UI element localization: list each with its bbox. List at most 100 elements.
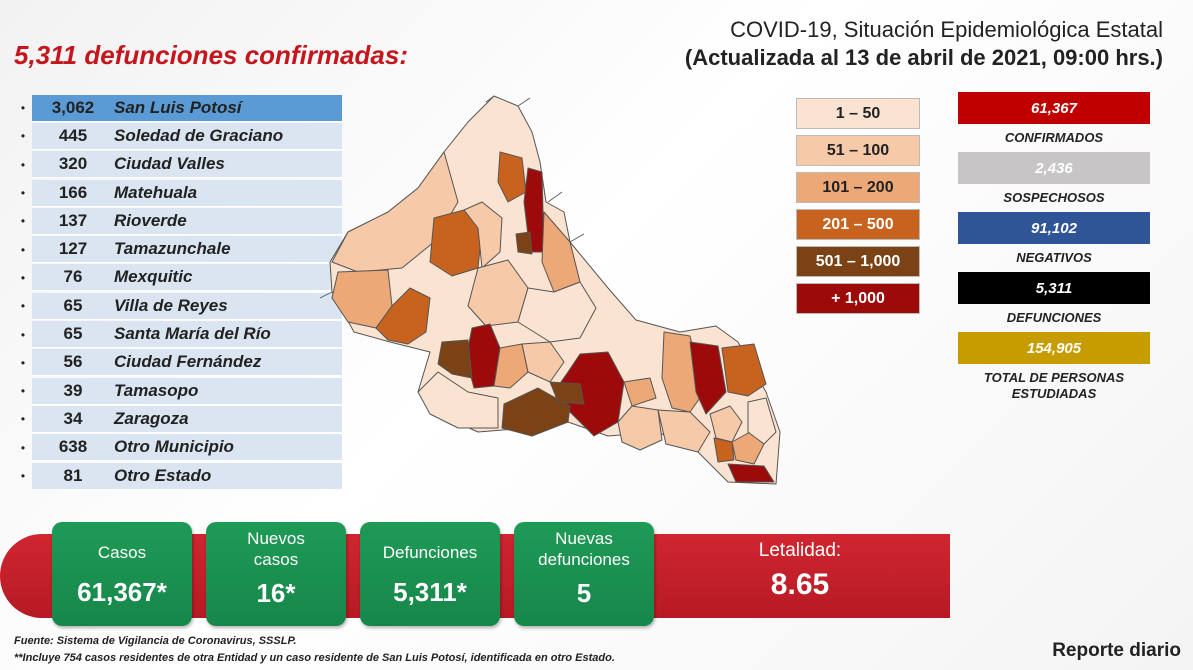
stat-confirmed: 61,367 CONFIRMADOS — [958, 92, 1150, 146]
list-item: • 34 Zaragoza — [14, 405, 342, 433]
bullet-icon: • — [20, 270, 26, 285]
stat-label: NEGATIVOS — [1016, 250, 1092, 265]
map-outline — [319, 95, 585, 299]
municipality-name: Villa de Reyes — [114, 295, 228, 315]
municipality-deaths: 127 — [58, 239, 88, 259]
stat-deaths: 5,311 DEFUNCIONES — [958, 272, 1150, 326]
municipality-deaths: 65 — [63, 324, 83, 344]
legend-item: 51 – 100 — [796, 135, 920, 166]
map-region — [497, 151, 527, 203]
map-region — [689, 341, 727, 415]
stat-label: DEFUNCIONES — [1006, 310, 1102, 325]
map-region — [463, 201, 503, 269]
list-item: • 76 Mexquitic — [14, 264, 342, 292]
map-region — [493, 343, 529, 389]
municipality-deaths: 34 — [63, 408, 83, 428]
list-item: • 638 Otro Municipio — [14, 434, 342, 462]
list-item: • 65 Villa de Reyes — [14, 292, 342, 320]
stat-label: CONFIRMADOS — [1004, 130, 1104, 145]
list-item: • 3,062 San Luis Potosí — [14, 94, 342, 122]
card-cases: Casos 61,367* — [52, 522, 192, 626]
municipality-name: Ciudad Valles — [114, 154, 225, 174]
municipality-list: • 3,062 San Luis Potosí • 445 Soledad de… — [14, 94, 342, 490]
municipality-name: Rioverde — [114, 210, 187, 230]
card-label: Nuevas defunciones — [538, 529, 630, 569]
card-label: Casos — [97, 543, 147, 562]
municipality-deaths: 638 — [58, 437, 88, 457]
municipality-name: Otro Municipio — [114, 437, 234, 457]
list-item: • 56 Ciudad Fernández — [14, 349, 342, 377]
bullet-icon: • — [20, 299, 26, 314]
municipality-name: San Luis Potosí — [114, 97, 242, 117]
municipality-name: Soledad de Graciano — [114, 125, 284, 145]
list-item: • 445 Soledad de Graciano — [14, 122, 342, 150]
bullet-icon: • — [20, 214, 26, 229]
card-new-deaths: Nuevas defunciones 5 — [514, 522, 654, 626]
map-region — [375, 287, 431, 345]
list-item: • 39 Tamasopo — [14, 377, 342, 405]
map-region — [721, 343, 767, 397]
municipality-deaths: 81 — [63, 465, 83, 485]
bullet-icon: • — [20, 469, 26, 483]
state-choropleth-map — [318, 92, 798, 494]
bullet-icon: • — [20, 412, 26, 427]
municipality-deaths: 137 — [58, 210, 88, 230]
map-region — [727, 463, 775, 483]
bullet-icon: • — [20, 157, 26, 172]
footer-notes: Fuente: Sistema de Vigilancia de Coronav… — [14, 633, 615, 667]
list-item: • 320 Ciudad Valles — [14, 151, 342, 179]
map-region — [331, 151, 459, 273]
municipality-deaths: 320 — [58, 154, 88, 174]
municipality-name: Mexquitic — [114, 267, 193, 287]
municipality-deaths: 3,062 — [51, 97, 95, 117]
list-item: • 65 Santa María del Río — [14, 320, 342, 349]
bullet-icon: • — [20, 242, 26, 257]
municipality-deaths: 39 — [63, 380, 83, 400]
map-region — [623, 377, 657, 407]
map-region — [709, 405, 743, 443]
map-region — [517, 281, 597, 343]
card-value: 5 — [576, 578, 592, 608]
lethality: Letalidad: 8.65 — [700, 540, 900, 602]
map-region — [417, 371, 499, 429]
footer-source: Fuente: Sistema de Vigilancia de Coronav… — [14, 635, 297, 647]
map-region — [501, 387, 571, 437]
list-item: • 166 Matehuala — [14, 179, 342, 207]
card-deaths: Defunciones 5,311* — [360, 522, 500, 626]
legend-item: 101 – 200 — [796, 172, 920, 203]
state-map-svg — [319, 95, 781, 485]
card-value: 5,311* — [393, 577, 467, 607]
title-line-1: COVID-19, Situación Epidemiológica Estat… — [730, 17, 1163, 42]
municipality-name: Ciudad Fernández — [114, 352, 262, 372]
map-region — [553, 351, 625, 437]
legend-item: 201 – 500 — [796, 209, 920, 240]
card-value: 16* — [256, 578, 296, 608]
card-label: Defunciones — [382, 543, 478, 562]
map-region — [521, 341, 565, 383]
report-title: COVID-19, Situación Epidemiológica Estat… — [603, 16, 1163, 72]
municipality-name: Matehuala — [114, 182, 198, 202]
title-line-2: (Actualizada al 13 de abril de 2021, 09:… — [684, 45, 1163, 70]
bullet-icon: • — [20, 440, 26, 455]
municipality-name: Otro Estado — [114, 465, 212, 485]
stat-label: TOTAL DE PERSONAS ESTUDIADAS — [983, 370, 1125, 401]
map-region — [437, 339, 473, 379]
stat-value-box: 91,102 — [958, 212, 1150, 244]
bullet-icon: • — [20, 355, 26, 370]
municipality-deaths: 166 — [58, 182, 88, 202]
municipality-name: Tamasopo — [114, 380, 199, 400]
stat-suspected: 2,436 SOSPECHOSOS — [958, 152, 1150, 206]
card-new-cases: Nuevos casos 16* — [206, 522, 346, 626]
bullet-icon: • — [20, 384, 26, 399]
list-item: • 81 Otro Estado — [14, 462, 342, 490]
bullet-icon: • — [20, 129, 26, 144]
card-label: Nuevos casos — [247, 529, 305, 569]
map-region — [731, 431, 765, 465]
map-region — [523, 167, 545, 253]
stat-value-box: 61,367 — [958, 92, 1150, 124]
map-legend: 1 – 50 51 – 100 101 – 200 201 – 500 501 … — [796, 98, 920, 320]
legend-item: 1 – 50 — [796, 98, 920, 129]
legend-item: 501 – 1,000 — [796, 246, 920, 277]
municipality-deaths: 445 — [58, 125, 88, 145]
map-region — [747, 397, 777, 445]
